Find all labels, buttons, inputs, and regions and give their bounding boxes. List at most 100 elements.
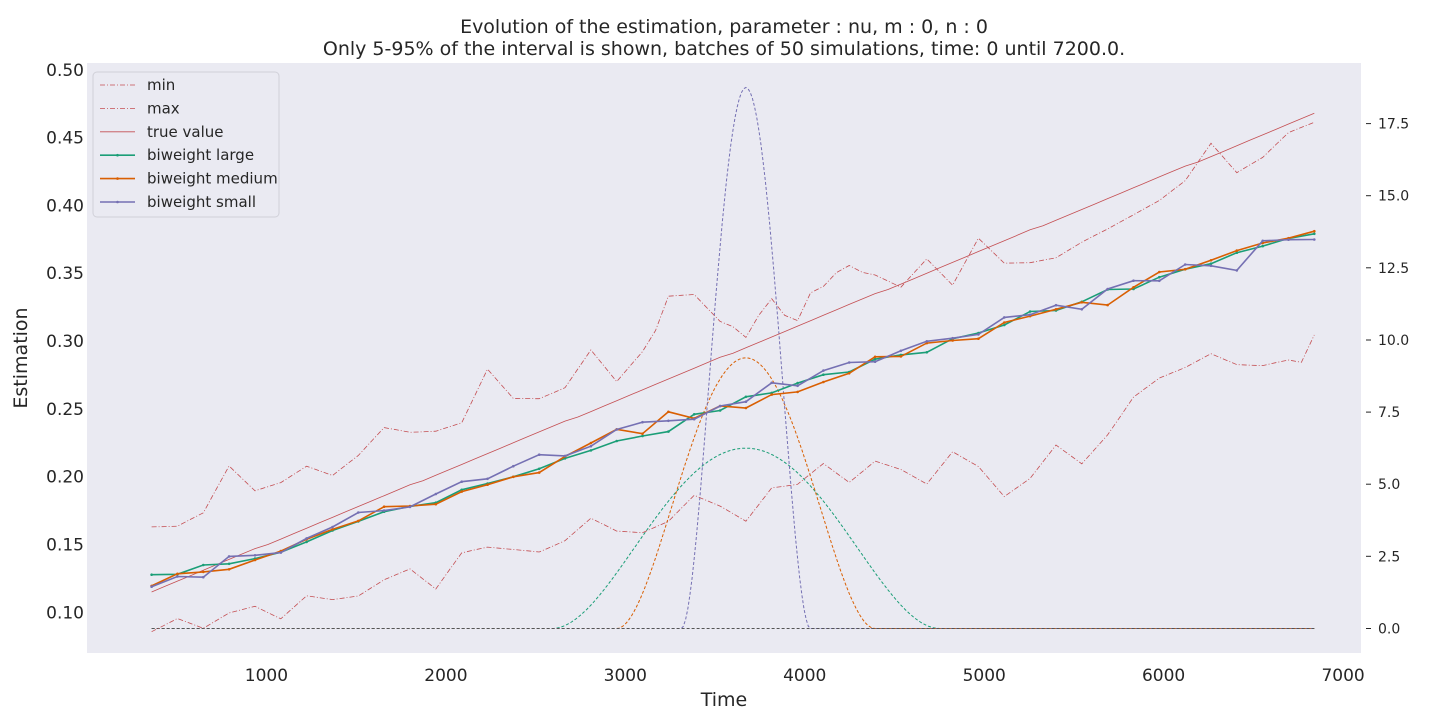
- point-biweight-medium: [331, 528, 334, 531]
- point-biweight-medium: [1106, 303, 1109, 307]
- legend-label: true value: [147, 123, 224, 141]
- y2-tick-label: 7.5: [1378, 405, 1400, 421]
- x-axis-ticks: 1000 2000 3000 4000 5000 6000 7000: [245, 666, 1365, 686]
- point-biweight-large: [1235, 251, 1239, 254]
- y-tick-label: 0.30: [46, 332, 84, 352]
- point-biweight-small: [1209, 264, 1213, 268]
- point-biweight-medium: [873, 355, 877, 359]
- point-biweight-large: [589, 449, 593, 452]
- y-axis-label: Estimation: [10, 307, 32, 408]
- point-biweight-small: [899, 349, 903, 353]
- y-tick-label: 0.25: [46, 400, 84, 420]
- x-axis-label: Time: [700, 689, 748, 711]
- point-biweight-medium: [589, 441, 593, 445]
- chart-subtitle: Only 5-95% of the interval is shown, bat…: [323, 38, 1125, 60]
- point-biweight-small: [770, 381, 773, 385]
- x-tick-label: 7000: [1321, 666, 1364, 686]
- point-biweight-small: [925, 340, 929, 343]
- point-biweight-small: [796, 384, 799, 388]
- point-biweight-medium: [667, 410, 670, 414]
- point-biweight-medium: [1209, 259, 1213, 262]
- legend-label: min: [147, 76, 175, 94]
- point-biweight-medium: [641, 432, 644, 436]
- point-biweight-small: [847, 361, 851, 364]
- legend-marker: [116, 200, 119, 204]
- point-biweight-small: [1261, 239, 1264, 243]
- y2-tick-label: 0.0: [1378, 622, 1400, 638]
- point-biweight-small: [434, 492, 438, 496]
- point-biweight-large: [796, 381, 799, 385]
- point-biweight-small: [357, 511, 360, 514]
- point-biweight-small: [1003, 316, 1006, 319]
- point-biweight-small: [1106, 287, 1109, 291]
- kernel-biweight-small: [151, 86, 1315, 629]
- point-biweight-small: [1028, 313, 1032, 317]
- point-biweight-large: [873, 357, 877, 361]
- plot-area: [87, 63, 1361, 653]
- point-biweight-large: [150, 573, 153, 576]
- point-biweight-medium: [951, 339, 954, 342]
- point-biweight-large: [822, 373, 825, 377]
- y2-tick-label: 10.0: [1378, 333, 1409, 349]
- point-biweight-small: [486, 477, 489, 481]
- point-biweight-small: [176, 575, 179, 578]
- point-biweight-small: [1132, 279, 1135, 283]
- point-biweight-small: [1080, 308, 1084, 311]
- point-biweight-small: [951, 336, 954, 340]
- point-biweight-small: [589, 444, 593, 448]
- y2-tick-label: 17.5: [1378, 117, 1409, 133]
- point-biweight-large: [460, 488, 464, 492]
- x-tick-label: 3000: [604, 666, 647, 686]
- point-biweight-large: [744, 395, 748, 399]
- y-tick-label: 0.20: [46, 468, 84, 488]
- point-biweight-large: [1028, 310, 1032, 313]
- y2-tick-label: 2.5: [1378, 549, 1400, 565]
- x-tick-label: 5000: [963, 666, 1006, 686]
- y-tick-label: 0.45: [46, 129, 84, 149]
- point-biweight-medium: [1235, 249, 1239, 252]
- point-biweight-medium: [253, 558, 257, 562]
- x-tick-label: 4000: [783, 666, 826, 686]
- point-biweight-large: [667, 430, 670, 433]
- point-biweight-medium: [822, 380, 825, 384]
- point-biweight-medium: [1158, 270, 1161, 274]
- point-biweight-medium: [434, 502, 438, 506]
- point-biweight-small: [305, 537, 308, 540]
- point-biweight-large: [1003, 323, 1006, 327]
- point-biweight-large: [1158, 275, 1161, 279]
- point-biweight-small: [1313, 238, 1316, 241]
- y2-tick-label: 5.0: [1378, 477, 1400, 493]
- point-biweight-small: [615, 428, 618, 431]
- point-biweight-medium: [1183, 268, 1187, 271]
- point-biweight-medium: [1054, 308, 1058, 311]
- point-biweight-large: [1261, 244, 1264, 248]
- series-biweight-small: [151, 238, 1315, 588]
- point-biweight-small: [718, 404, 722, 408]
- point-biweight-small: [822, 369, 825, 372]
- y2-tick-label: 12.5: [1378, 261, 1409, 277]
- point-biweight-large: [1209, 262, 1213, 266]
- point-biweight-large: [1313, 232, 1316, 236]
- point-biweight-small: [279, 551, 283, 554]
- point-biweight-large: [692, 413, 696, 416]
- point-biweight-large: [718, 409, 722, 412]
- point-biweight-medium: [899, 355, 903, 358]
- point-biweight-medium: [460, 490, 464, 493]
- point-biweight-small: [202, 575, 205, 579]
- point-biweight-medium: [537, 471, 541, 474]
- point-biweight-medium: [925, 341, 929, 345]
- series-max: [151, 121, 1315, 528]
- y2-axis-ticks: 0.0 2.5 5.0 7.5 10.0 12.5 15.0 17.5: [1366, 117, 1409, 638]
- legend-marker: [116, 153, 119, 157]
- point-biweight-large: [227, 562, 231, 566]
- series-min: [151, 334, 1315, 633]
- point-biweight-medium: [1080, 301, 1084, 304]
- kernel-curves: [151, 86, 1315, 629]
- point-biweight-medium: [512, 475, 515, 479]
- point-biweight-medium: [770, 393, 773, 396]
- point-biweight-small: [460, 480, 464, 484]
- x-tick-label: 1000: [245, 666, 288, 686]
- point-biweight-medium: [227, 568, 231, 571]
- point-biweight-small: [408, 505, 412, 509]
- point-biweight-small: [1158, 279, 1161, 283]
